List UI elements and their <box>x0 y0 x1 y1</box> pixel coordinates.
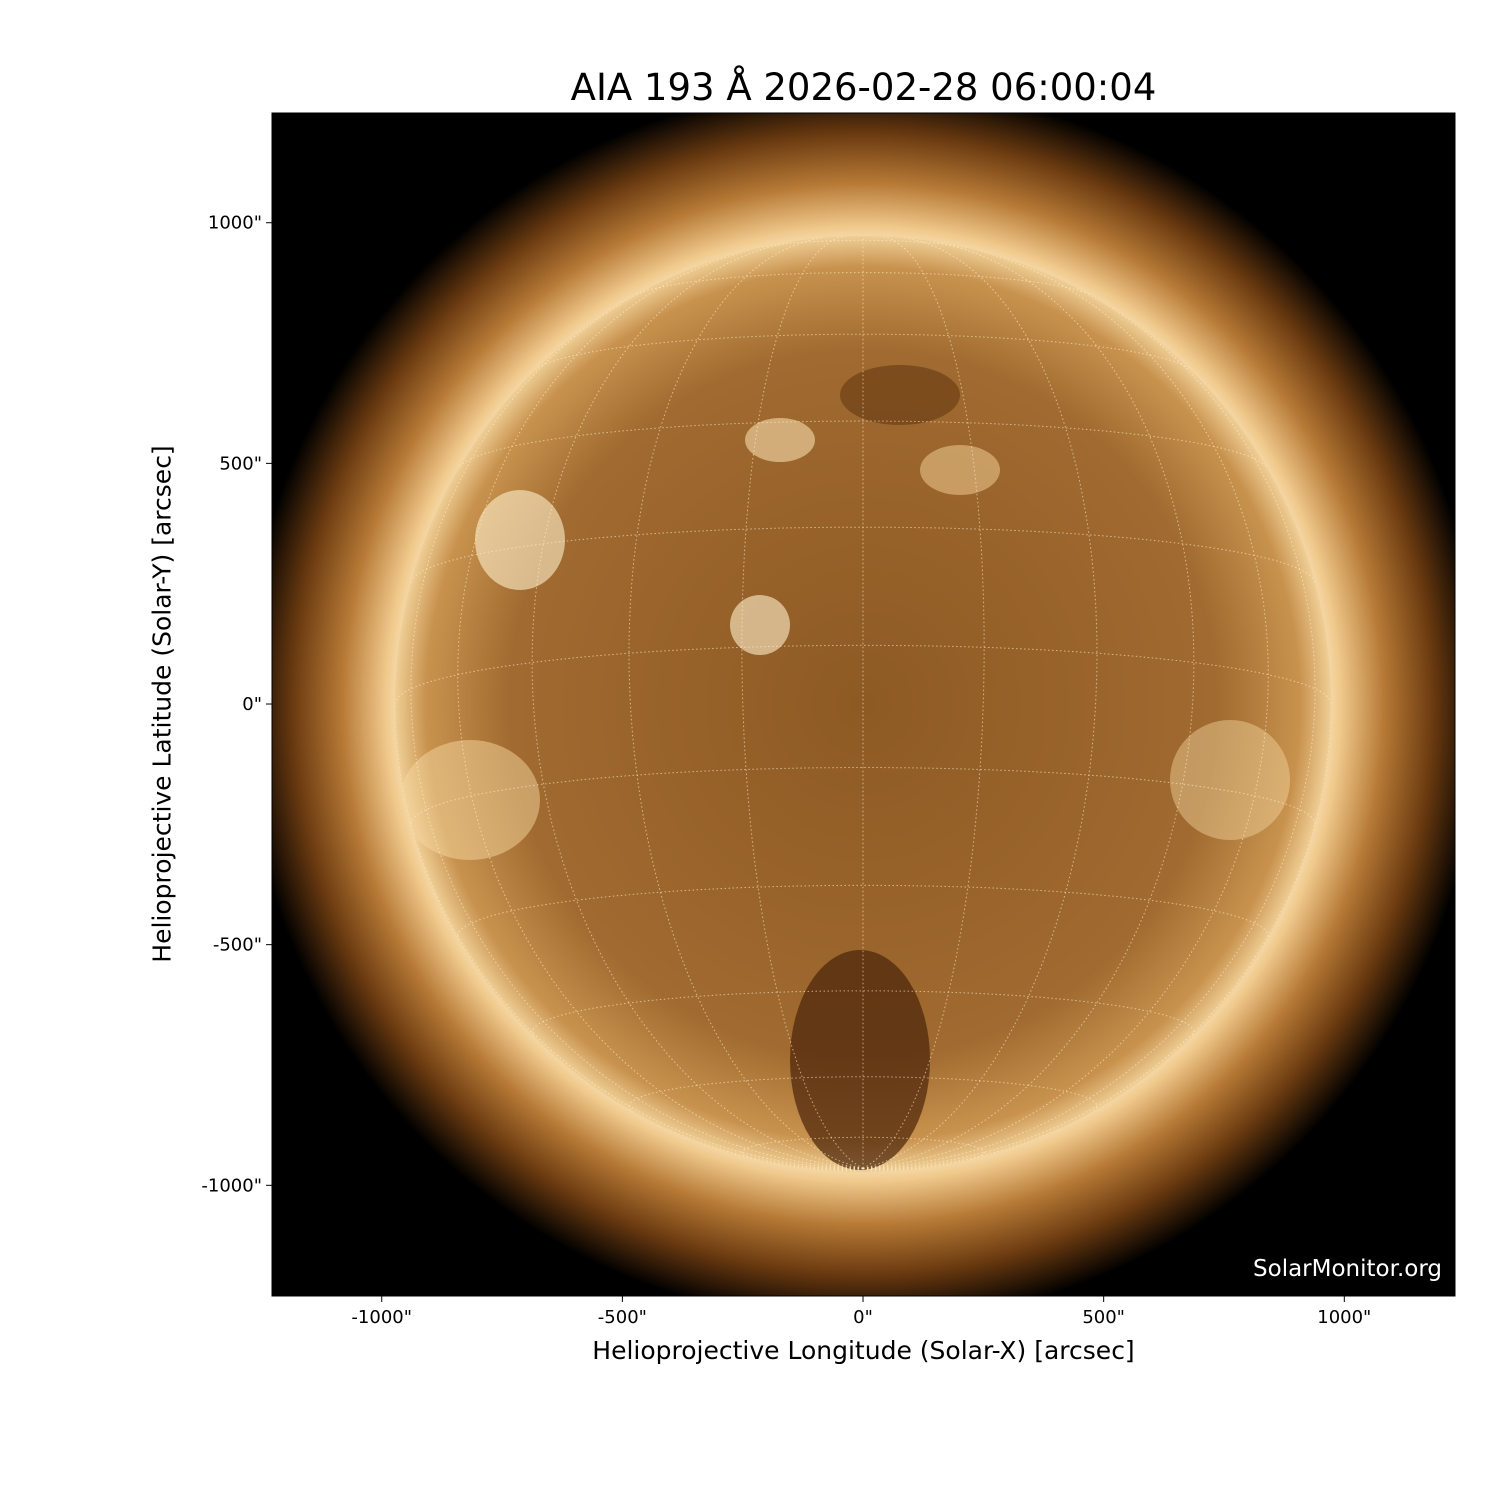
meridian-line <box>764 1161 864 1170</box>
y-tick-label: -1000" <box>201 1175 262 1196</box>
meridian-line <box>628 237 864 1169</box>
active-region <box>745 418 815 462</box>
parallel-line <box>457 884 1269 940</box>
meridian-line <box>862 237 1098 1169</box>
y-axis-label: Helioprojective Latitude (Solar-Y) [arcs… <box>147 445 177 963</box>
meridian-line <box>410 286 864 1169</box>
parallel-line <box>635 272 1091 296</box>
meridian-line <box>862 1167 896 1172</box>
parallel-line <box>741 1136 985 1161</box>
meridian-line <box>457 249 864 1169</box>
active-region <box>475 490 565 590</box>
chart-title: AIA 193 Å 2026-02-28 06:00:04 <box>570 66 1157 109</box>
parallel-line <box>531 990 1195 1037</box>
meridian-line <box>862 249 1269 1169</box>
coronal-hole <box>840 365 960 425</box>
active-region <box>920 445 1000 495</box>
x-tick-label: 500" <box>1082 1307 1125 1328</box>
coronal-hole <box>790 950 930 1170</box>
disk-features <box>395 236 1331 1172</box>
x-tick-label: -1000" <box>351 1307 412 1328</box>
parallel-line <box>410 526 1316 583</box>
y-tick-label: 0" <box>242 694 262 715</box>
parallel-line <box>758 239 968 249</box>
active-region <box>730 595 790 655</box>
active-region <box>1170 720 1290 840</box>
x-tick-label: 0" <box>853 1307 873 1328</box>
meridian-line <box>862 1161 962 1170</box>
meridian-line <box>862 1167 921 1171</box>
y-tick-label: 500" <box>219 453 262 474</box>
watermark: SolarMonitor.org <box>1253 1256 1442 1282</box>
meridian-line <box>741 236 864 1169</box>
parallel-line <box>459 420 1267 467</box>
parallel-line <box>534 333 1192 371</box>
meridian-line <box>862 236 985 1169</box>
heliographic-grid <box>395 236 1331 1172</box>
parallel-line <box>628 1076 1098 1113</box>
x-tick-label: 1000" <box>1317 1307 1371 1328</box>
meridian-line <box>862 286 1316 1169</box>
active-region <box>400 740 540 860</box>
meridian-line <box>830 1167 864 1172</box>
meridian-line <box>805 1167 864 1171</box>
y-tick-label: 1000" <box>208 213 262 234</box>
x-tick-label: -500" <box>598 1307 647 1328</box>
y-tick-label: -500" <box>213 935 262 956</box>
x-axis-label: Helioprojective Longitude (Solar-X) [arc… <box>592 1336 1135 1365</box>
